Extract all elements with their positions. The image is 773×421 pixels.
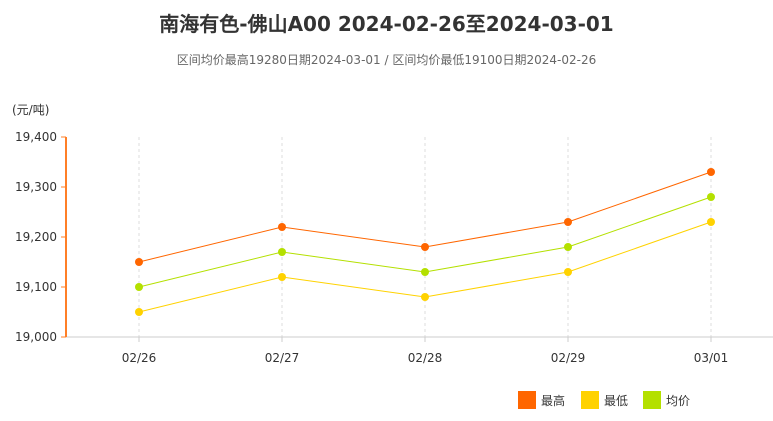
y-tick-label: 19,100 — [15, 280, 57, 294]
x-tick-label: 02/28 — [408, 351, 443, 365]
data-point — [707, 218, 715, 226]
legend-item[interactable]: 最低 — [604, 394, 628, 408]
data-point — [421, 268, 429, 276]
legend-swatch — [518, 391, 536, 409]
data-point — [278, 273, 286, 281]
data-point — [707, 193, 715, 201]
y-tick-label: 19,000 — [15, 330, 57, 344]
x-tick-label: 03/01 — [694, 351, 729, 365]
data-point — [135, 258, 143, 266]
data-point — [135, 283, 143, 291]
data-point — [707, 168, 715, 176]
data-point — [278, 248, 286, 256]
data-point — [564, 243, 572, 251]
data-point — [421, 243, 429, 251]
y-tick-label: 19,200 — [15, 230, 57, 244]
data-point — [278, 223, 286, 231]
data-point — [564, 268, 572, 276]
legend-item[interactable]: 最高 — [541, 393, 565, 408]
y-axis-label: (元/吨) — [12, 103, 49, 117]
y-tick-label: 19,300 — [15, 180, 57, 194]
x-tick-label: 02/27 — [265, 351, 300, 365]
chart-subtitle: 区间均价最高19280日期2024-03-01 / 区间均价最低19100日期2… — [176, 53, 597, 67]
y-tick-label: 19,400 — [15, 130, 57, 144]
legend-swatch — [581, 391, 599, 409]
x-tick-label: 02/26 — [122, 351, 157, 365]
legend-item[interactable]: 均价 — [666, 394, 690, 408]
data-point — [564, 218, 572, 226]
x-tick-label: 02/29 — [551, 351, 586, 365]
chart-title: 南海有色-佛山A00 2024-02-26至2024-03-01 — [159, 12, 614, 36]
data-point — [135, 308, 143, 316]
data-point — [421, 293, 429, 301]
legend-swatch — [643, 391, 661, 409]
